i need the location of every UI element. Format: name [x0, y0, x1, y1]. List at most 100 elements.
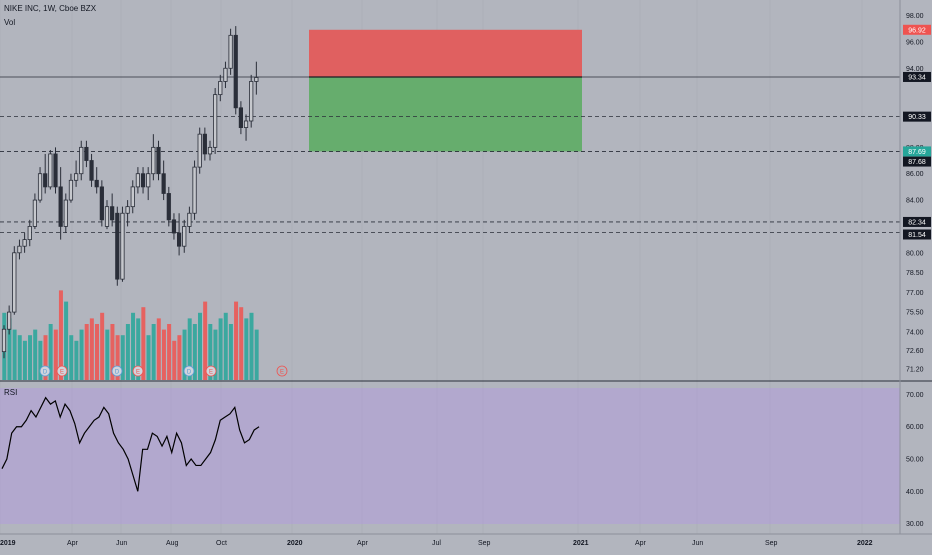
candle-body[interactable] — [27, 226, 32, 241]
time-tick-label: Aug — [166, 540, 179, 547]
candle-body[interactable] — [120, 212, 125, 280]
volume-bar — [254, 329, 259, 380]
event-marker-label: D — [43, 370, 48, 376]
volume-bar — [167, 324, 172, 380]
candle-body[interactable] — [17, 245, 22, 254]
candle-body[interactable] — [58, 186, 63, 227]
rsi-background — [0, 388, 900, 524]
candle-body[interactable] — [243, 120, 249, 128]
price-tag — [903, 71, 931, 82]
volume-bar — [74, 340, 79, 380]
candle-body[interactable] — [130, 186, 135, 208]
candle-body[interactable] — [228, 34, 233, 69]
candle-body[interactable] — [233, 34, 238, 109]
volume-bar — [28, 335, 33, 380]
volume-bar — [7, 318, 12, 380]
candle-body[interactable] — [140, 173, 146, 188]
candle-body[interactable] — [146, 173, 151, 188]
rsi-tick-label: 40.00 — [906, 489, 924, 496]
take-profit-zone[interactable] — [309, 76, 582, 152]
candle-body[interactable] — [89, 160, 94, 181]
candle-body[interactable] — [207, 146, 213, 155]
price-tag-label: 87.69 — [908, 149, 926, 156]
chart-title: NIKE INC, 1W, Cboe BZX — [4, 4, 97, 13]
candle-body[interactable] — [249, 81, 254, 122]
time-axis[interactable]: 2019 Apr Jun Aug Oct 2020 Apr Jul Sep 2021 Apr Jun S… — [0, 533, 932, 550]
candle-body[interactable] — [254, 77, 259, 82]
earnings-marker[interactable] — [56, 365, 68, 377]
candle-body[interactable] — [68, 179, 74, 201]
candle-body[interactable] — [43, 173, 48, 188]
candle-body[interactable] — [156, 146, 161, 175]
candle-body[interactable] — [192, 166, 197, 214]
price-tick-label: 75.50 — [906, 310, 924, 317]
earnings-marker[interactable] — [205, 365, 217, 377]
volume-bar — [69, 335, 74, 380]
candle-body[interactable] — [223, 67, 228, 82]
candle-body[interactable] — [197, 133, 202, 168]
rsi-pane[interactable] — [0, 388, 900, 524]
candle-body[interactable] — [12, 252, 17, 313]
price-tag — [903, 216, 931, 227]
volume-bar — [64, 301, 69, 380]
volume-bar — [89, 318, 94, 380]
stop-loss-zone[interactable] — [309, 29, 582, 77]
price-tick-label: 98.00 — [906, 13, 924, 20]
event-marker-label: D — [115, 370, 120, 376]
candle-body[interactable] — [151, 146, 156, 175]
candle-body[interactable] — [218, 81, 223, 96]
volume-bar — [208, 324, 213, 380]
candle-body[interactable] — [161, 173, 166, 194]
earnings-marker[interactable] — [276, 365, 288, 377]
candle-body[interactable] — [135, 173, 140, 188]
candle-body[interactable] — [202, 133, 207, 155]
candle-body[interactable] — [1, 328, 7, 353]
volume-bar — [17, 335, 22, 380]
price-tick-label: 71.20 — [906, 366, 924, 373]
candle-body[interactable] — [110, 206, 115, 221]
dividend-marker[interactable] — [111, 365, 123, 377]
candle-body[interactable] — [84, 146, 89, 161]
candle-body[interactable] — [37, 173, 43, 201]
candle-body[interactable] — [99, 186, 104, 221]
candles[interactable] — [1, 26, 259, 359]
candle-body[interactable] — [171, 219, 177, 234]
position-zones[interactable] — [309, 29, 582, 152]
candle-body[interactable] — [94, 179, 99, 188]
horizontal-levels[interactable] — [0, 76, 900, 233]
candle-body[interactable] — [79, 146, 84, 175]
candle-body[interactable] — [166, 193, 171, 221]
candle-body[interactable] — [53, 153, 58, 188]
dividend-marker[interactable] — [183, 365, 195, 377]
candle-body[interactable] — [63, 199, 68, 227]
volume-bar — [38, 340, 43, 380]
dividend-marker[interactable] — [39, 365, 51, 377]
candle-body[interactable] — [187, 212, 192, 227]
candle-body[interactable] — [115, 212, 120, 280]
volume-bar — [198, 312, 202, 380]
price-tag-label: 82.34 — [908, 219, 926, 226]
volume-bar — [79, 329, 84, 380]
volume-bar — [12, 329, 17, 380]
price-tick-label: 86.00 — [906, 171, 924, 178]
candle-body[interactable] — [176, 232, 182, 247]
candle-body[interactable] — [104, 206, 110, 227]
earnings-marker[interactable] — [132, 365, 144, 377]
candle-body[interactable] — [238, 107, 243, 128]
candle-body[interactable] — [7, 311, 12, 330]
candle-body[interactable] — [213, 94, 218, 148]
candle-body[interactable] — [125, 206, 130, 214]
time-tick-label: Sep — [765, 540, 778, 547]
candle-body[interactable] — [48, 153, 53, 188]
price-tag — [903, 156, 931, 167]
candle-body[interactable] — [32, 199, 38, 227]
volume-bar — [161, 329, 166, 380]
candle-body[interactable] — [22, 239, 27, 247]
candle-body[interactable] — [182, 226, 187, 247]
candle-body[interactable] — [74, 173, 79, 181]
price-tick-label: 74.00 — [906, 329, 924, 336]
volume-bar — [223, 312, 228, 380]
